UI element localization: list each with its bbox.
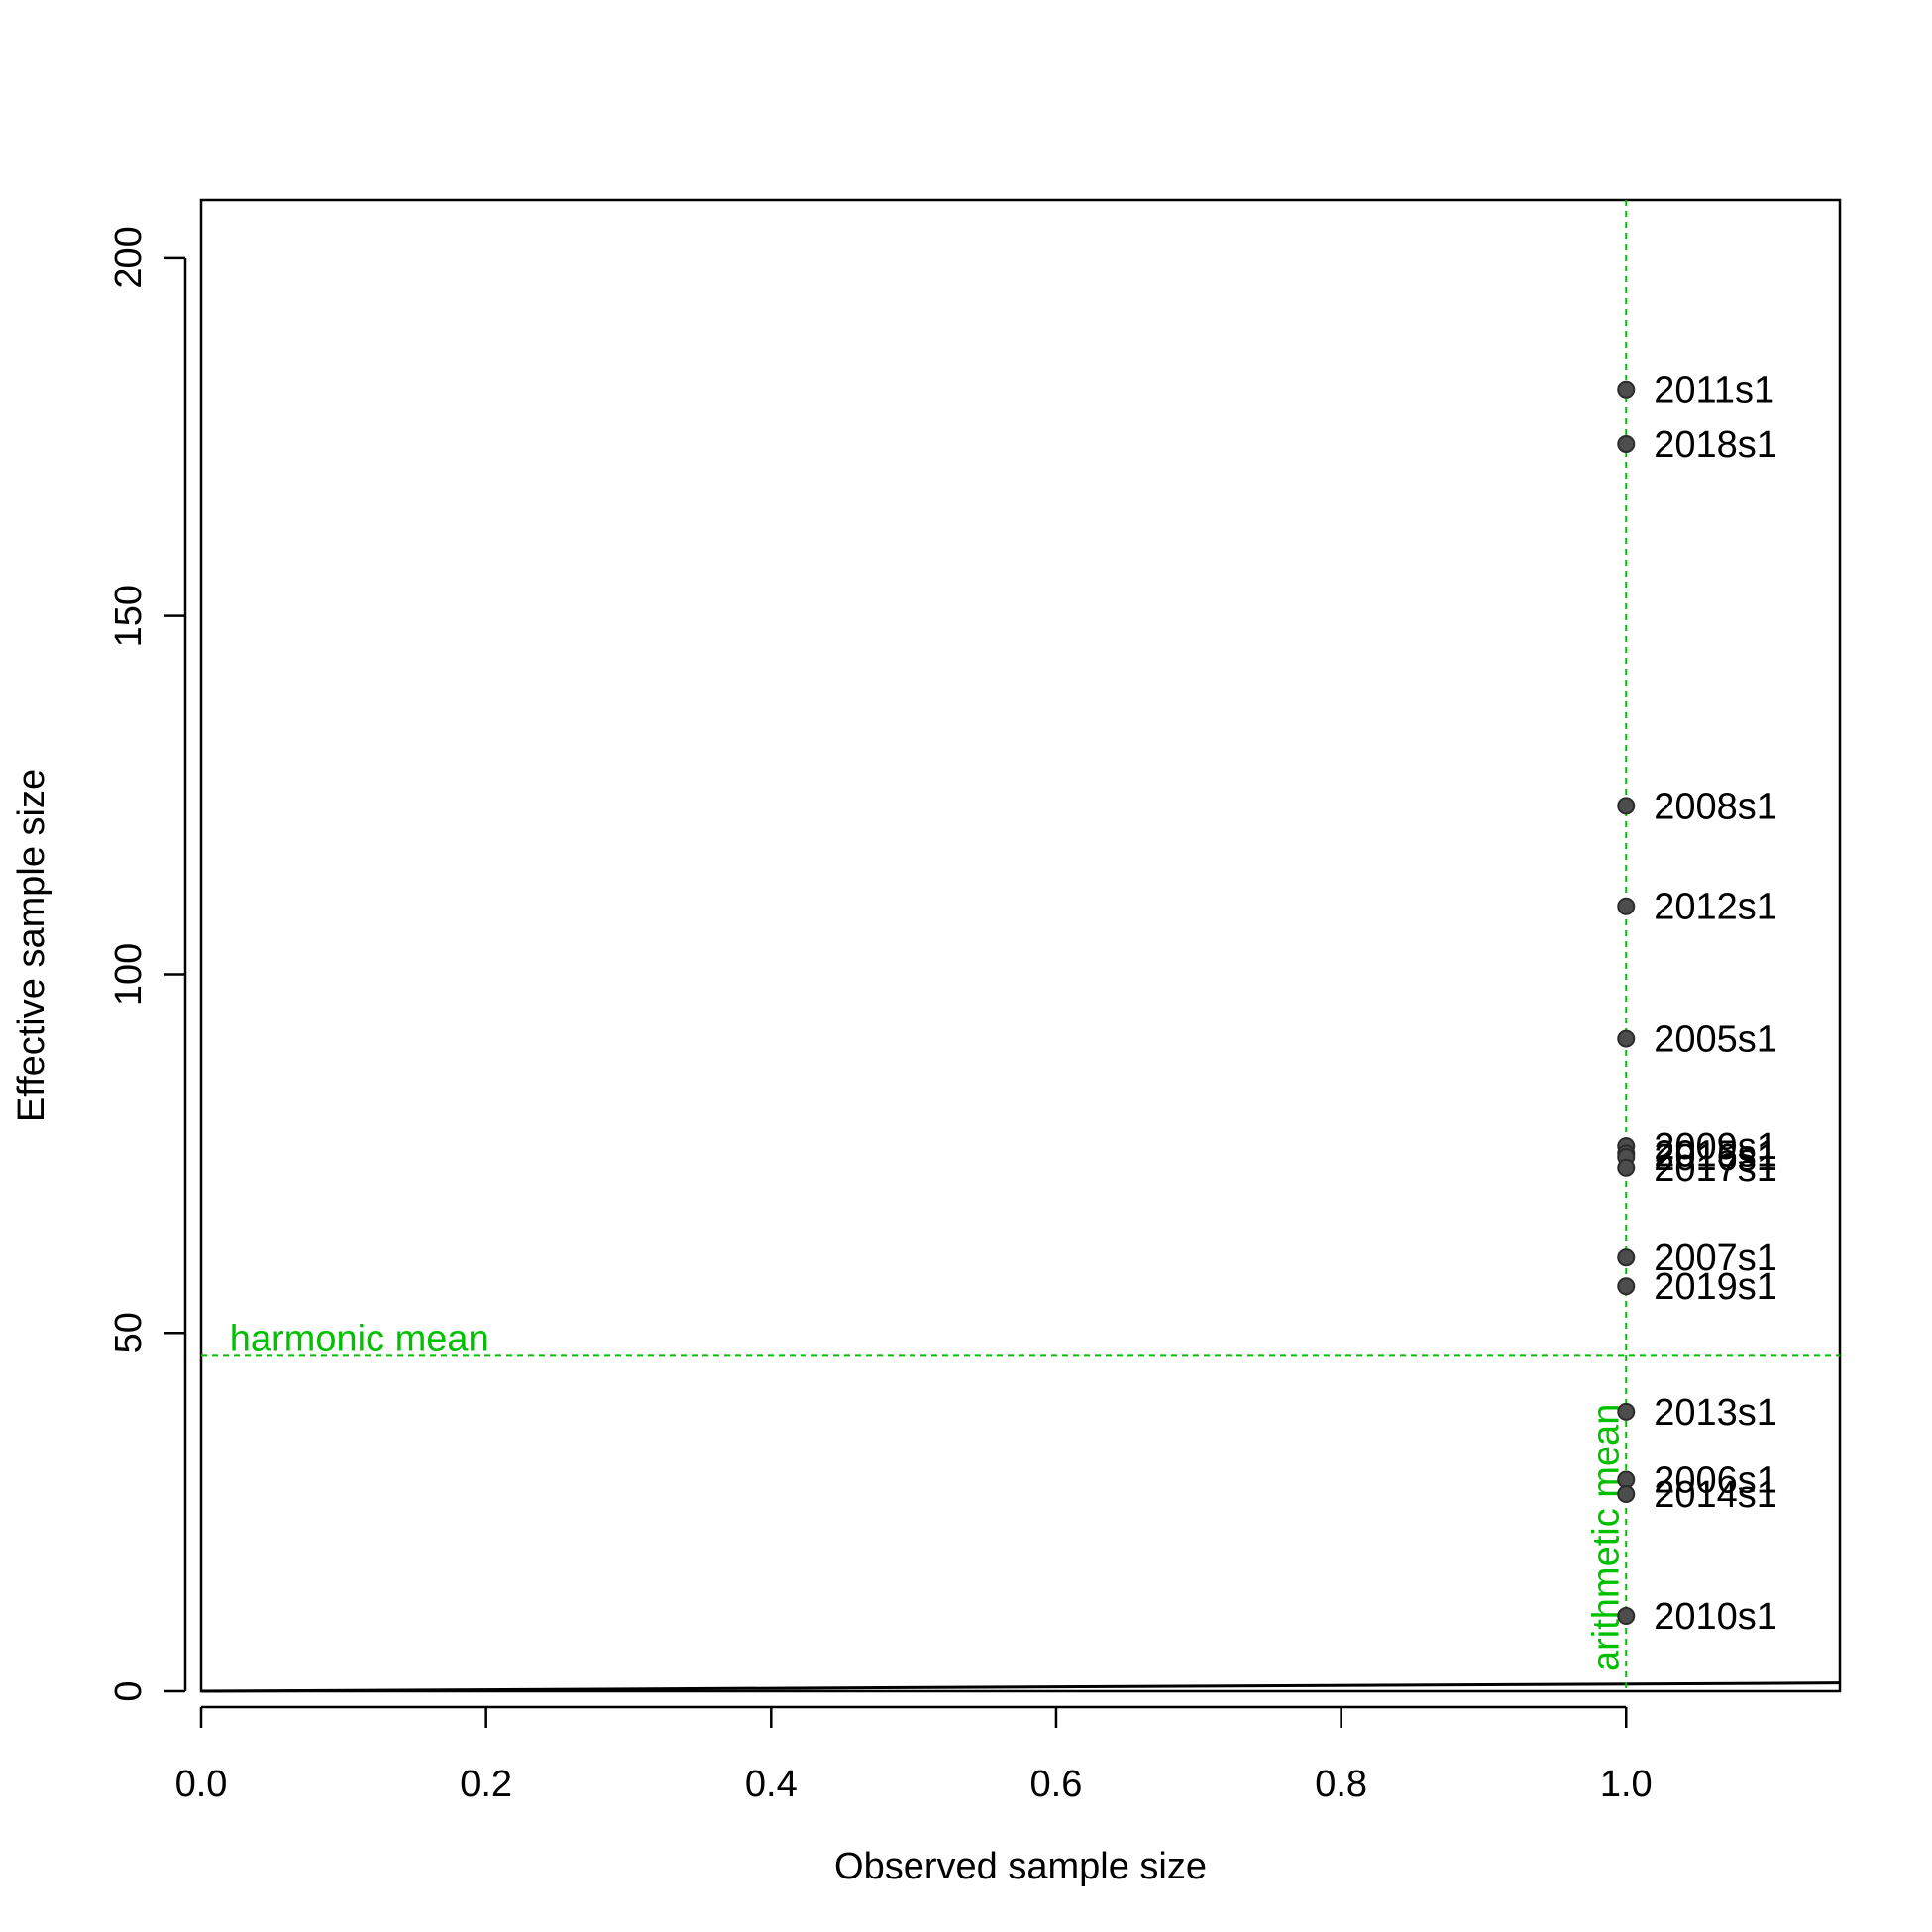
x-tick-label: 1.0: [1600, 1764, 1653, 1805]
data-point: [1617, 1248, 1636, 1267]
point-label: 2011s1: [1654, 371, 1774, 412]
x-tick-label: 0.8: [1315, 1764, 1367, 1805]
reference-lines-layer: harmonic mean arithmetic mean: [201, 200, 1840, 1691]
data-point: [1617, 1158, 1636, 1177]
point-label: 2013s1: [1654, 1392, 1777, 1434]
y-tick-label: 100: [108, 943, 150, 1006]
x-tick-label: 0.0: [175, 1764, 228, 1805]
data-point: [1617, 380, 1636, 399]
point-label: 2007s1: [1654, 1237, 1777, 1279]
y-axis-title: Effective sample size: [11, 769, 53, 1122]
data-point: [1617, 797, 1636, 815]
x-tick-label: 0.6: [1030, 1764, 1083, 1805]
x-axis-title: Observed sample size: [834, 1846, 1207, 1887]
point-label: 2009s1: [1654, 1127, 1777, 1168]
y-tick-label: 0: [108, 1680, 150, 1701]
point-label: 2018s1: [1654, 424, 1777, 466]
data-point: [1617, 1402, 1636, 1421]
point-label: 2008s1: [1654, 786, 1777, 827]
y-tick-label: 150: [108, 585, 150, 647]
data-point: [1617, 1485, 1636, 1504]
data-point: [1617, 435, 1636, 454]
point-label: 2012s1: [1654, 887, 1777, 928]
point-label: 2017s1: [1654, 1148, 1777, 1190]
x-tick-label: 0.2: [460, 1764, 512, 1805]
x-tick-label: 0.4: [745, 1764, 798, 1805]
point-label: 2016s1: [1654, 1137, 1777, 1179]
data-point: [1617, 1029, 1636, 1048]
y-tick-label: 200: [108, 226, 150, 288]
point-label: 2015s1: [1654, 1133, 1777, 1175]
point-label: 2019s1: [1654, 1266, 1777, 1308]
points-layer: 2011s1 2018s1 2008s1 2012s1 2005s1 2009s12015…: [1617, 371, 1777, 1638]
point-label: 2014s1: [1654, 1474, 1777, 1516]
data-point: [1617, 1607, 1636, 1626]
data-point: [1617, 1277, 1636, 1296]
point-label: 2005s1: [1654, 1020, 1777, 1061]
x-axis: 0.0 0.2 0.4 0.6 0.8 1.0: [175, 1705, 1653, 1805]
identity-line: [200, 1681, 1841, 1693]
plot-frame: [199, 198, 1842, 1693]
y-axis: 0 50 100 150 200: [108, 226, 187, 1702]
identity-line-layer: [200, 1681, 1841, 1693]
harmonic-mean-label: harmonic mean: [230, 1318, 489, 1359]
point-label: 2010s1: [1654, 1596, 1777, 1638]
point-label: 2006s1: [1654, 1460, 1777, 1502]
arithmetic-mean-label: arithmetic mean: [1585, 1404, 1627, 1671]
data-point: [1617, 897, 1636, 915]
y-tick-label: 50: [108, 1312, 150, 1353]
